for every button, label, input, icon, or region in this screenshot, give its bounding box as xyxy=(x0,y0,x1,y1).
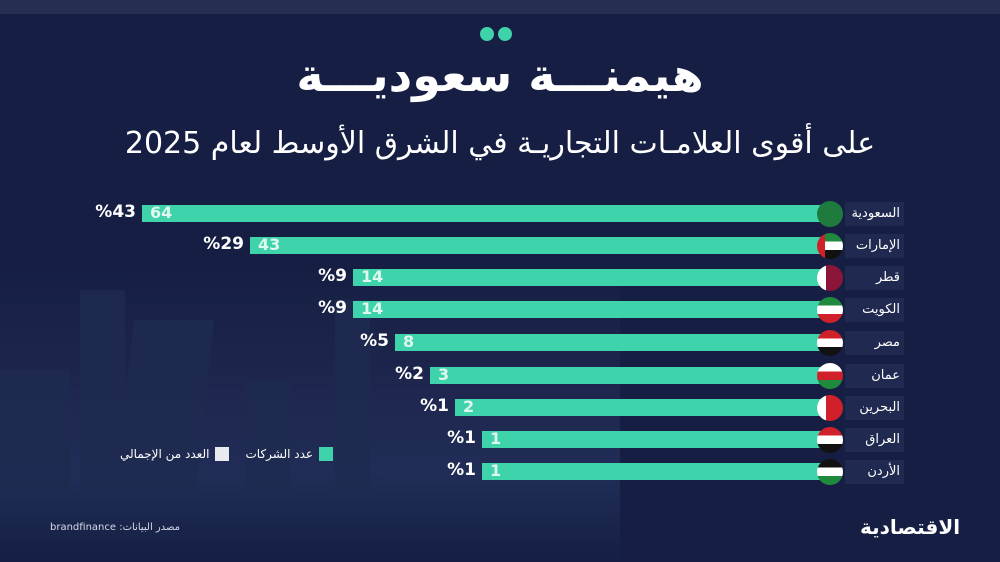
page-title: هيمنـــة سعوديـــة xyxy=(296,48,704,102)
country-label: قطر xyxy=(845,266,904,290)
country-label: السعودية xyxy=(845,202,904,226)
bar: 2 xyxy=(455,397,825,416)
count-label: 1 xyxy=(490,461,502,480)
legend-label-share: العدد من الإجمالي xyxy=(120,447,210,461)
country-label: الكويت xyxy=(845,298,904,322)
page-subtitle: على أقوى العلامـات التجاريـة في الشرق ال… xyxy=(124,126,876,161)
bar: 14 xyxy=(353,267,825,286)
flag-uae-icon xyxy=(817,233,843,259)
country-label: الإمارات xyxy=(845,234,904,258)
chart-row-iraq: %1 1 العراق xyxy=(0,425,1000,455)
pct-label: %9 xyxy=(318,266,347,286)
count-label: 8 xyxy=(403,332,415,351)
pct-label: %1 xyxy=(447,460,476,480)
flag-kuwait-icon xyxy=(817,297,843,323)
country-label: البحرين xyxy=(845,396,904,420)
top-bar xyxy=(0,0,1000,14)
pct-label: %1 xyxy=(420,396,449,416)
chart-row-jordan: %1 1 الأردن xyxy=(0,457,1000,487)
flag-oman-icon xyxy=(817,363,843,389)
legend: عدد الشركات العدد من الإجمالي xyxy=(120,447,334,461)
chart-row-saudi: %43 64 السعودية xyxy=(0,199,1000,229)
city-skyline-background xyxy=(0,270,620,562)
count-label: 14 xyxy=(361,299,384,318)
country-label: الأردن xyxy=(845,460,904,484)
chart-row-bahrain: %1 2 البحرين xyxy=(0,393,1000,423)
flag-bahrain-icon xyxy=(817,395,843,421)
flag-jordan-icon xyxy=(817,459,843,485)
decorative-dots xyxy=(480,27,512,41)
pct-label: %9 xyxy=(318,298,347,318)
flag-saudi-icon xyxy=(817,201,843,227)
pct-label: %29 xyxy=(203,234,244,254)
country-label: عمان xyxy=(845,364,904,388)
chart-row-kuwait: %9 14 الكويت xyxy=(0,295,1000,325)
bar: 1 xyxy=(482,429,825,448)
chart-row-oman: %2 3 عمان xyxy=(0,361,1000,391)
bar: 14 xyxy=(353,299,825,318)
data-source: مصدر البيانات: brandfinance xyxy=(50,522,181,533)
count-label: 1 xyxy=(490,429,502,448)
count-label: 43 xyxy=(258,235,281,254)
bar: 1 xyxy=(482,461,825,480)
country-label: العراق xyxy=(845,428,904,452)
publisher-logo: الاقتصادية xyxy=(860,515,961,539)
chart-row-uae: %29 43 الإمارات xyxy=(0,231,1000,261)
pct-label: %1 xyxy=(447,428,476,448)
bar: 43 xyxy=(250,235,825,254)
count-label: 64 xyxy=(150,203,173,222)
pct-label: %2 xyxy=(395,364,424,384)
flag-egypt-icon xyxy=(817,330,843,356)
pct-label: %5 xyxy=(360,331,389,351)
flag-iraq-icon xyxy=(817,427,843,453)
chart-row-qatar: %9 14 قطر xyxy=(0,263,1000,293)
bar: 64 xyxy=(142,203,825,222)
count-label: 2 xyxy=(463,397,475,416)
count-label: 14 xyxy=(361,267,384,286)
chart-row-egypt: %5 8 مصر xyxy=(0,328,1000,358)
bar: 8 xyxy=(395,332,825,351)
pct-label: %43 xyxy=(95,202,136,222)
legend-label-companies: عدد الشركات xyxy=(245,447,314,461)
country-label: مصر xyxy=(845,331,904,355)
bar: 3 xyxy=(430,365,825,384)
count-label: 3 xyxy=(438,365,450,384)
legend-swatch-share xyxy=(215,447,230,461)
flag-qatar-icon xyxy=(817,265,843,291)
legend-swatch-companies xyxy=(319,447,334,461)
